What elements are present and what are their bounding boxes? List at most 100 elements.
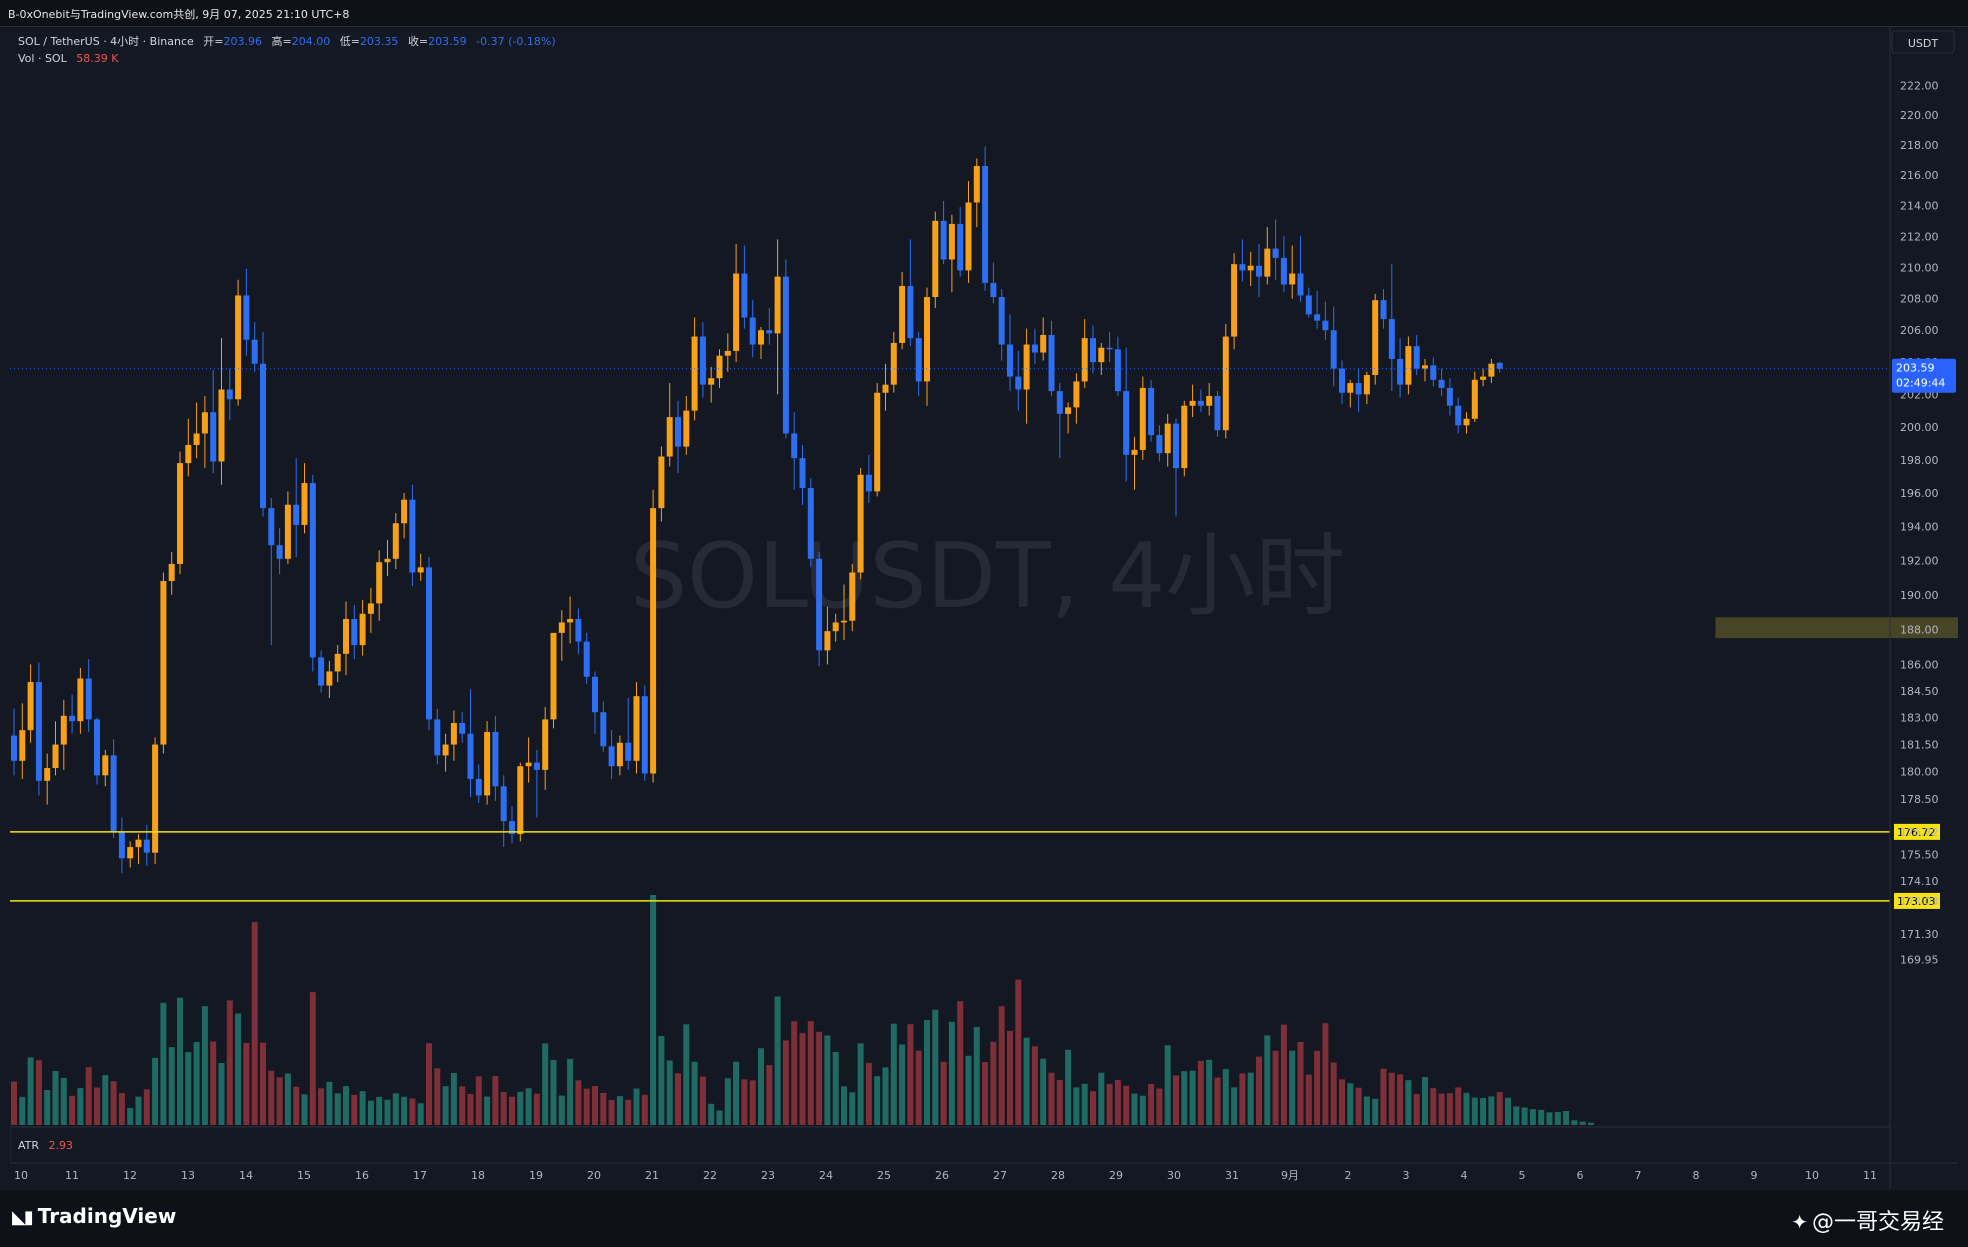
candle-body <box>152 744 159 853</box>
volume-bar <box>110 1081 117 1125</box>
volume-bar <box>567 1058 574 1125</box>
volume-bar <box>351 1094 358 1125</box>
price-tick: 169.95 <box>1900 954 1939 967</box>
volume-bar <box>1256 1056 1262 1125</box>
volume-bar <box>359 1091 366 1125</box>
candle-body <box>1322 320 1329 331</box>
candle-body <box>27 682 34 731</box>
volume-bar <box>1048 1072 1055 1125</box>
footer-bar: ◣▮ TradingView ✦ @一哥交易经 <box>0 1190 1968 1247</box>
candle-body <box>1040 334 1047 353</box>
volume-bar <box>1007 1030 1013 1125</box>
volume-bar <box>500 1092 507 1125</box>
price-tick: 171.30 <box>1900 928 1939 941</box>
candle-body <box>592 676 598 713</box>
volume-bar <box>235 1013 242 1125</box>
volume-bar <box>210 1041 217 1125</box>
volume-bar <box>973 1026 980 1125</box>
volume-bar <box>492 1076 499 1125</box>
candle-body <box>69 715 76 722</box>
candle-body <box>832 622 839 632</box>
volume-bar <box>699 1076 706 1125</box>
candle-body <box>1239 264 1246 271</box>
tradingview-brand[interactable]: ◣▮ TradingView <box>12 1204 176 1228</box>
candle-body <box>326 671 333 686</box>
publish-line: B-0xOnebit与TradingView.com共创, 9月 07, 202… <box>8 8 350 21</box>
volume-bar <box>1554 1112 1561 1125</box>
zones-layer <box>1715 617 1968 639</box>
candle-body <box>1314 314 1321 321</box>
time-tick: 18 <box>471 1169 485 1182</box>
candle-body <box>907 286 914 339</box>
price-tick: 216.00 <box>1900 169 1939 182</box>
volume-bar <box>168 1047 175 1125</box>
price-tick: 220.00 <box>1900 109 1939 122</box>
volume-bar <box>724 1078 731 1125</box>
candle-body <box>334 653 341 672</box>
time-tick: 2 <box>1345 1169 1352 1182</box>
volume-bar <box>907 1024 914 1125</box>
volume-bar <box>367 1100 374 1125</box>
volume-bar <box>1413 1094 1420 1125</box>
volume-bar <box>318 1088 325 1125</box>
volume-bar <box>243 1042 250 1125</box>
volume-bar <box>1239 1073 1246 1125</box>
candle-body <box>940 220 947 260</box>
volume-bar <box>1015 979 1022 1125</box>
candle-body <box>1081 338 1088 382</box>
volume-bar <box>143 1089 150 1125</box>
candle-body <box>484 731 491 796</box>
last-price-tag: 203.59 02:49:44 <box>1892 358 1956 393</box>
volume-bar <box>293 1086 300 1125</box>
volume-bar <box>558 1095 565 1125</box>
candle-body <box>1023 344 1030 390</box>
atr-pane <box>9 1126 1891 1164</box>
volume-bar <box>1339 1079 1345 1125</box>
volume-bar <box>102 1075 109 1125</box>
price-tick: 194.00 <box>1900 521 1939 534</box>
candle-body <box>1139 387 1146 450</box>
volume-bar <box>1305 1074 1312 1125</box>
candle-body <box>1297 273 1304 296</box>
atr-value: 2.93 <box>49 1139 74 1152</box>
candle-body <box>1090 338 1096 363</box>
candle-body <box>35 682 42 781</box>
time-tick: 16 <box>355 1169 369 1182</box>
candle-body <box>127 847 134 859</box>
candle-body <box>1264 248 1271 277</box>
volume-bar <box>550 1060 557 1125</box>
time-axis[interactable]: 10 11 12 13 14 15 16 17 18 19 20 21 22 23 24 25 26 27 28 29… <box>14 1169 1877 1182</box>
candle-body <box>1422 365 1428 369</box>
time-tick: 21 <box>645 1169 659 1182</box>
time-tick: 3 <box>1403 1169 1410 1182</box>
candle-body <box>733 273 740 351</box>
volume-bar <box>749 1080 756 1125</box>
candle-body <box>177 463 183 564</box>
volume-bar <box>1521 1107 1528 1125</box>
volume-bar <box>309 992 316 1125</box>
price-tick: 186.00 <box>1900 658 1939 671</box>
currency-button[interactable]: USDT <box>1891 30 1955 54</box>
volume-bar <box>899 1044 906 1125</box>
candle-body <box>434 719 441 756</box>
price-tick: 175.50 <box>1900 849 1939 862</box>
candle-body <box>417 567 424 573</box>
price-axis[interactable]: 222.00 220.00 218.00 216.00 214.00 212.00 210.… <box>1900 79 1939 966</box>
candle-body <box>749 317 756 345</box>
volume-bar <box>841 1086 847 1125</box>
legend-symbol: SOL / TetherUS · 4小时 · Binance <box>18 35 194 48</box>
volume-bar <box>1405 1080 1412 1125</box>
candle-body <box>1214 395 1221 431</box>
chart-container[interactable]: SOLUSDT, 4小时 176.72 173.03 222.00 220.00 21… <box>9 27 1968 1193</box>
volume-bar <box>782 1040 789 1125</box>
volume-bar <box>27 1057 34 1125</box>
volume-bar <box>1206 1059 1213 1125</box>
candle-body <box>1446 387 1453 406</box>
volume-bar <box>1040 1058 1047 1125</box>
candle-body <box>865 474 872 492</box>
candle-body <box>1206 395 1213 406</box>
legend-close-label: 收= <box>408 34 428 48</box>
candle-body <box>359 613 366 646</box>
volume-bar <box>1090 1091 1096 1125</box>
